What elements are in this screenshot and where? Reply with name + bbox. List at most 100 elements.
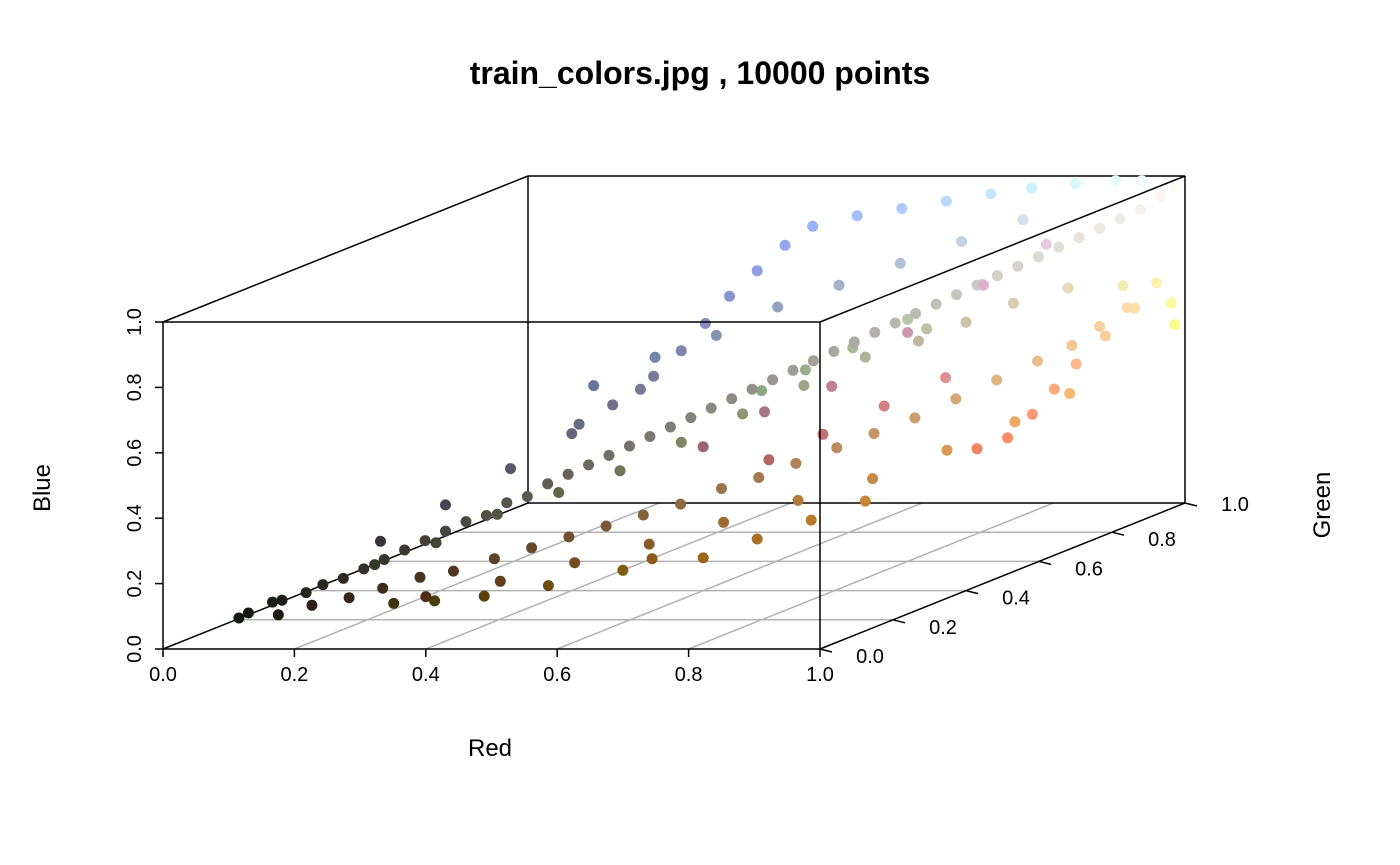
data-point bbox=[343, 592, 355, 604]
data-point bbox=[553, 487, 565, 498]
data-point bbox=[1070, 358, 1082, 370]
data-point bbox=[894, 257, 906, 269]
data-point bbox=[1155, 191, 1167, 203]
data-point bbox=[685, 412, 697, 424]
data-point bbox=[985, 188, 997, 200]
data-point bbox=[697, 552, 709, 564]
data-point bbox=[1117, 280, 1129, 292]
data-point bbox=[1040, 238, 1052, 250]
y-axis-label: Green bbox=[1309, 472, 1336, 539]
chart-title: train_colors.jpg , 10000 points bbox=[469, 55, 931, 91]
data-point bbox=[848, 336, 860, 348]
y-tick-label: 0.4 bbox=[1002, 588, 1030, 610]
x-tick-label: 0.2 bbox=[280, 664, 308, 686]
data-point bbox=[913, 335, 924, 347]
data-point bbox=[951, 289, 962, 301]
box-edge bbox=[162, 175, 529, 323]
data-point bbox=[521, 491, 533, 502]
data-point bbox=[956, 236, 968, 247]
data-point bbox=[306, 599, 318, 611]
data-point bbox=[921, 323, 933, 335]
data-point bbox=[377, 582, 389, 594]
grid-line-x bbox=[556, 502, 923, 650]
data-point bbox=[569, 557, 581, 569]
data-point bbox=[1169, 181, 1181, 193]
data-point bbox=[488, 553, 500, 565]
data-point bbox=[1062, 282, 1074, 294]
data-point bbox=[378, 554, 390, 565]
data-point bbox=[751, 265, 763, 277]
y-tick-label: 0.2 bbox=[929, 617, 957, 639]
data-point bbox=[675, 436, 687, 448]
data-point bbox=[716, 483, 727, 494]
data-point bbox=[1169, 319, 1181, 331]
data-point bbox=[267, 596, 278, 608]
data-point bbox=[960, 316, 972, 328]
data-point bbox=[930, 298, 942, 310]
data-point bbox=[430, 537, 442, 549]
points-layer bbox=[233, 175, 1181, 624]
data-point bbox=[1007, 297, 1019, 309]
data-point bbox=[869, 326, 881, 338]
data-point bbox=[868, 428, 880, 439]
y-tick-label: 1.0 bbox=[1221, 494, 1249, 516]
data-point bbox=[675, 498, 687, 510]
data-point bbox=[542, 580, 554, 592]
data-point bbox=[526, 542, 538, 554]
data-point bbox=[542, 478, 554, 490]
y-tick-mark bbox=[892, 619, 906, 624]
data-point bbox=[399, 544, 411, 556]
data-point bbox=[440, 499, 451, 511]
z-axis-label: Blue bbox=[29, 464, 56, 512]
box-back-edges bbox=[162, 175, 1186, 650]
data-point bbox=[1053, 241, 1065, 253]
data-point bbox=[317, 579, 329, 591]
data-point bbox=[448, 565, 459, 577]
data-point bbox=[617, 564, 629, 576]
data-point bbox=[902, 327, 914, 338]
data-point bbox=[851, 210, 863, 222]
box-edge bbox=[819, 175, 1186, 323]
data-point bbox=[272, 609, 284, 621]
x-tick-label: 0.6 bbox=[543, 664, 571, 686]
data-point bbox=[805, 514, 817, 526]
data-point bbox=[1073, 232, 1085, 244]
grid-line-x bbox=[425, 502, 792, 650]
data-point bbox=[889, 317, 901, 329]
data-point bbox=[562, 468, 574, 480]
data-point bbox=[763, 454, 775, 466]
data-point bbox=[1099, 330, 1111, 342]
data-point bbox=[902, 313, 914, 325]
data-point bbox=[792, 494, 804, 506]
data-point bbox=[588, 380, 600, 392]
z-tick-label: 0.4 bbox=[124, 504, 146, 532]
data-point bbox=[699, 318, 711, 329]
grid-line-x bbox=[688, 502, 1054, 650]
data-point bbox=[1026, 408, 1038, 420]
data-point bbox=[419, 535, 431, 547]
data-point bbox=[1135, 204, 1146, 215]
y-tick-label: 0.8 bbox=[1148, 529, 1176, 551]
data-point bbox=[634, 383, 646, 395]
y-tick-label: 0.6 bbox=[1075, 558, 1103, 580]
data-point bbox=[826, 380, 838, 392]
data-point bbox=[909, 412, 921, 424]
data-point bbox=[614, 465, 626, 477]
data-point bbox=[746, 383, 758, 395]
z-tick-label: 0.0 bbox=[124, 635, 146, 663]
data-point bbox=[643, 538, 655, 550]
data-point bbox=[505, 463, 516, 475]
data-point bbox=[566, 428, 578, 440]
data-point bbox=[233, 612, 245, 624]
data-point bbox=[772, 301, 784, 313]
data-point bbox=[807, 220, 819, 232]
data-point bbox=[710, 329, 722, 341]
data-point bbox=[1151, 277, 1162, 289]
data-point bbox=[724, 290, 735, 302]
data-point bbox=[478, 590, 490, 602]
grid-line-x bbox=[294, 502, 660, 650]
data-point bbox=[337, 572, 349, 584]
data-point bbox=[637, 509, 649, 521]
data-point bbox=[878, 400, 890, 412]
data-point bbox=[375, 535, 386, 547]
